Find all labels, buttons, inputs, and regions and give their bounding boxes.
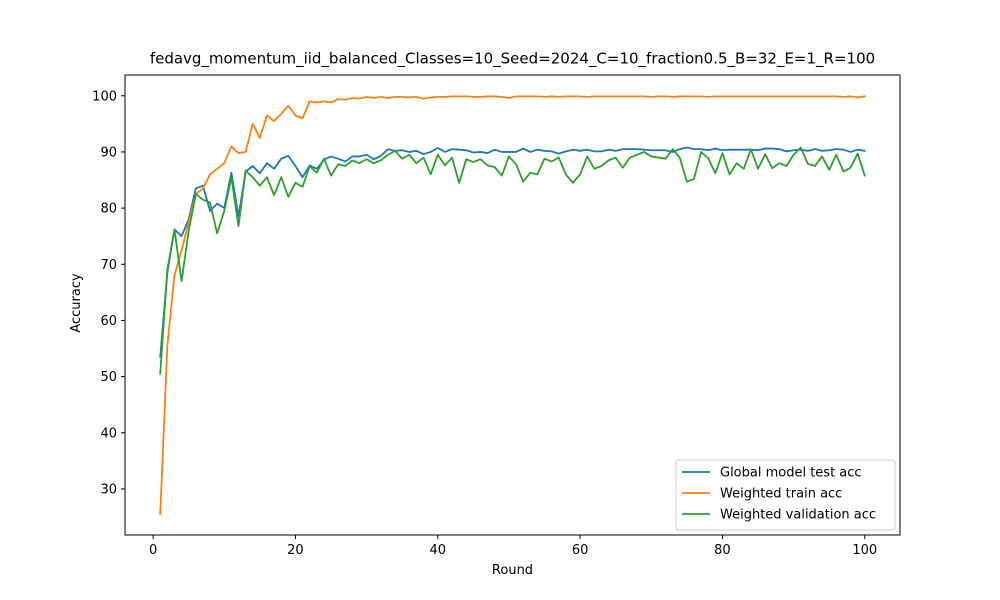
x-axis-label: Round	[492, 563, 533, 578]
plot-frame	[124, 74, 901, 536]
y-tick-label: 30	[100, 482, 117, 497]
legend-label-1: Global model test acc	[720, 466, 862, 481]
series-line-3	[159, 146, 866, 375]
series-line-1	[159, 146, 866, 358]
legend: Global model test acc Weighted train acc W…	[675, 459, 896, 531]
y-axis-label: Accuracy	[69, 273, 84, 333]
x-tick-label: 60	[572, 543, 589, 558]
x-axis: 0 20 40 60 80 100	[149, 535, 877, 558]
x-tick-label: 40	[430, 543, 447, 558]
y-tick-label: 70	[100, 258, 117, 273]
y-tick-label: 100	[92, 89, 117, 104]
y-tick-label: 60	[100, 314, 117, 329]
y-tick-label: 90	[100, 145, 117, 160]
y-tick-label: 40	[100, 426, 117, 441]
y-axis: 30 40 50 60 70 80 90 100	[92, 89, 125, 497]
x-tick-label: 0	[149, 543, 157, 558]
x-tick-label: 100	[852, 543, 877, 558]
legend-label-3: Weighted validation acc	[720, 508, 876, 523]
series-line-2	[159, 95, 866, 516]
legend-label-2: Weighted train acc	[720, 487, 842, 502]
y-tick-label: 80	[100, 202, 117, 217]
x-tick-label: 80	[714, 543, 731, 558]
chart-title: fedavg_momentum_iid_balanced_Classes=10_…	[150, 50, 875, 69]
legend-box	[675, 459, 896, 531]
y-tick-label: 50	[100, 370, 117, 385]
plot-area	[124, 74, 901, 536]
x-tick-label: 20	[287, 543, 304, 558]
